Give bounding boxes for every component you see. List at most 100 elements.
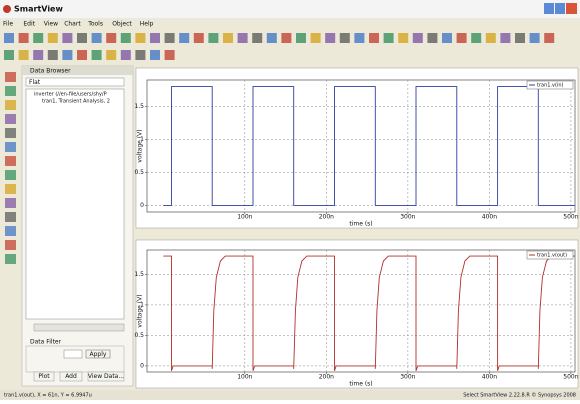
toolbar-button[interactable]	[339, 33, 350, 43]
view-data-button[interactable]	[87, 371, 125, 382]
toolbar-button[interactable]	[252, 33, 263, 43]
side-tool-button[interactable]	[5, 86, 16, 96]
toolbar-button[interactable]	[33, 33, 44, 43]
toolbar-button[interactable]	[135, 50, 146, 60]
toolbar-button[interactable]	[77, 50, 87, 60]
toolbar-button[interactable]	[427, 33, 438, 43]
toolbar-button[interactable]	[91, 33, 102, 43]
toolbar-button[interactable]	[544, 33, 555, 43]
toolbar-button[interactable]	[325, 33, 336, 43]
toolbar-button[interactable]	[18, 33, 29, 43]
menu-item[interactable]: Edit	[23, 21, 35, 28]
y-tick-label: 0	[140, 362, 144, 369]
side-tool-button[interactable]	[5, 212, 16, 222]
toolbar-button[interactable]	[18, 50, 29, 60]
toolbar-button[interactable]	[77, 33, 87, 43]
mode-select[interactable]	[25, 77, 125, 87]
toolbar-button[interactable]	[62, 33, 73, 43]
apply-button[interactable]	[85, 349, 111, 359]
panel-header	[22, 66, 133, 75]
menu-bar: File Edit View Chart Tools Object Help	[3, 21, 154, 28]
toolbar-button[interactable]	[310, 33, 321, 43]
plot-area	[146, 249, 576, 373]
side-tool-button[interactable]	[5, 128, 16, 138]
x-tick-label: 200n	[319, 214, 334, 221]
toolbar-button[interactable]	[164, 33, 175, 43]
menu-item[interactable]: Object	[112, 21, 132, 28]
toolbar-button[interactable]	[193, 33, 204, 43]
menu-item[interactable]: Help	[140, 21, 154, 28]
side-tool-button[interactable]	[5, 72, 16, 82]
toolbar-button[interactable]	[223, 33, 233, 43]
toolbar-button[interactable]	[369, 33, 379, 43]
toolbar-button[interactable]	[442, 33, 452, 43]
side-tool-button[interactable]	[5, 100, 16, 110]
toolbar-button[interactable]	[33, 50, 44, 60]
side-tool-button[interactable]	[5, 184, 16, 194]
menu-item[interactable]: File	[3, 21, 13, 28]
menu-item[interactable]: Tools	[87, 21, 103, 28]
minimize-button[interactable]	[544, 3, 554, 14]
toolbar-button[interactable]	[208, 33, 219, 43]
toolbar-button[interactable]	[398, 33, 409, 43]
legend-box	[526, 250, 574, 260]
toolbar-button[interactable]	[515, 33, 525, 43]
scrollbar[interactable]	[33, 323, 125, 332]
side-tool-button[interactable]	[5, 142, 16, 152]
side-tool-button[interactable]	[5, 170, 16, 180]
title-bar	[0, 0, 580, 18]
maximize-button[interactable]	[555, 3, 565, 14]
x-tick-label: 300n	[400, 374, 415, 381]
toolbar-button[interactable]	[412, 33, 423, 43]
tree-item[interactable]: inverter (//en-file/users/shy/P	[34, 92, 107, 98]
toolbar-button[interactable]	[179, 33, 190, 43]
add-button[interactable]	[59, 371, 83, 382]
toolbar-button[interactable]	[471, 33, 482, 43]
side-tool-button[interactable]	[5, 114, 16, 124]
side-tool-button[interactable]	[5, 156, 16, 166]
tree-item[interactable]: tran1, Transient Analysis, 2	[42, 99, 110, 105]
close-button[interactable]	[566, 3, 577, 14]
menu-item[interactable]: Chart	[64, 21, 81, 28]
x-axis-label: time (s)	[349, 221, 372, 228]
plot-button[interactable]	[33, 371, 55, 382]
toolbar-button[interactable]	[62, 50, 73, 60]
toolbar-button[interactable]	[120, 33, 131, 43]
side-tool-button[interactable]	[5, 240, 16, 250]
toolbar-button[interactable]	[106, 33, 117, 43]
toolbar-button[interactable]	[150, 50, 160, 60]
trace	[163, 255, 575, 371]
toolbar-button[interactable]	[4, 50, 14, 60]
toolbar-button[interactable]	[529, 33, 540, 43]
toolbar-button[interactable]	[135, 33, 146, 43]
toolbar-button[interactable]	[91, 50, 102, 60]
toolbar-button[interactable]	[237, 33, 248, 43]
toolbar-button[interactable]	[354, 33, 365, 43]
toolbar-button[interactable]	[266, 33, 277, 43]
toolbar-button[interactable]	[456, 33, 467, 43]
panel-title: Data Browser	[30, 68, 71, 75]
side-tool-button[interactable]	[5, 198, 16, 208]
toolbar-button[interactable]	[106, 50, 117, 60]
toolbar-button[interactable]	[281, 33, 292, 43]
toolbar-button[interactable]	[4, 33, 14, 43]
side-tool-button[interactable]	[5, 226, 16, 236]
toolbar-button[interactable]	[500, 33, 511, 43]
toolbar-button[interactable]	[47, 50, 58, 60]
toolbar-button[interactable]	[150, 33, 160, 43]
legend-box	[526, 80, 574, 90]
toolbar-button[interactable]	[164, 50, 175, 60]
menu-item[interactable]: View	[44, 21, 58, 28]
toolbar-button[interactable]	[47, 33, 58, 43]
toolbar-button[interactable]	[296, 33, 306, 43]
x-tick-label: 200n	[319, 374, 334, 381]
side-tool-button[interactable]	[5, 254, 16, 264]
mode-value: Flat	[29, 79, 41, 86]
toolbar-button[interactable]	[485, 33, 496, 43]
y-axis-label: voltage (V)	[137, 294, 144, 327]
toolbar-button[interactable]	[120, 50, 131, 60]
filter-select[interactable]	[63, 349, 83, 359]
toolbar-button[interactable]	[383, 33, 394, 43]
x-tick-label: 500n	[563, 214, 578, 221]
